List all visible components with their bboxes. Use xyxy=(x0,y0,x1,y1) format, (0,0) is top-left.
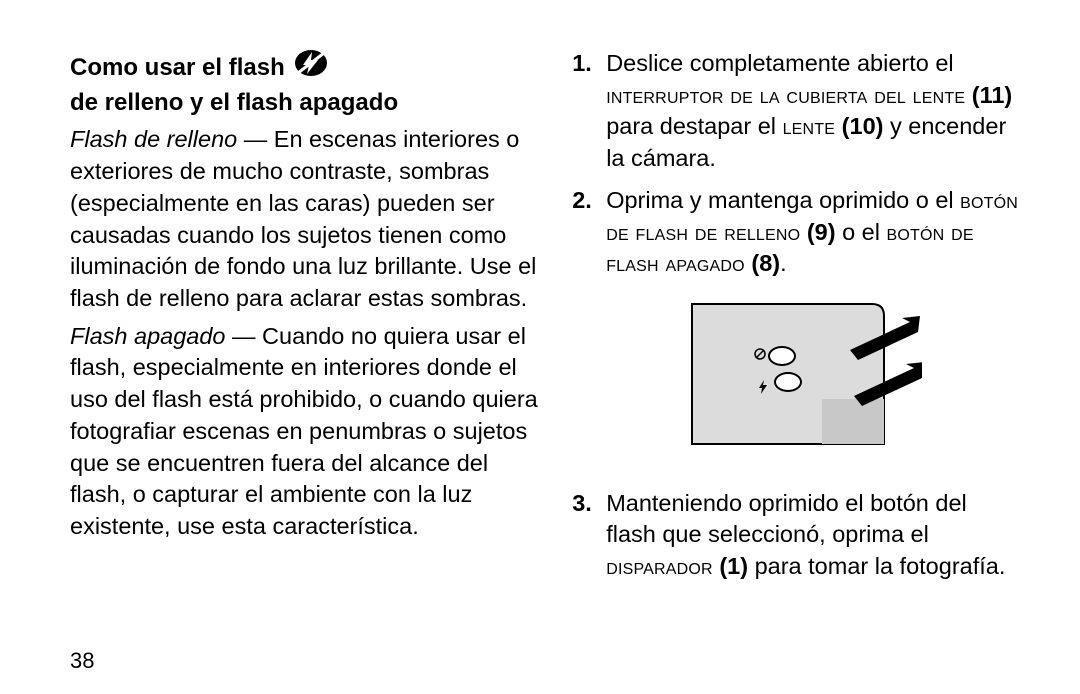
step-2: Oprima y mantenga oprimido o el botón de… xyxy=(572,185,1022,280)
page-number: 38 xyxy=(70,648,94,674)
step1-c: (11) xyxy=(965,82,1012,108)
para2-lead: Flash apagado xyxy=(70,323,225,349)
step-1: Deslice completamente abierto el interru… xyxy=(572,48,1022,175)
flash-off-icon xyxy=(293,48,329,87)
heading-line1: Como usar el flash xyxy=(70,52,285,84)
step2-d: o el xyxy=(836,219,887,245)
left-column: Como usar el flash de relleno y el flash… xyxy=(70,48,538,674)
para2-dash: — xyxy=(225,323,262,349)
step2-c: (9) xyxy=(800,219,835,245)
para1-dash: — xyxy=(237,126,274,152)
step1-a: Deslice completamente abierto el xyxy=(606,50,953,76)
step1-e: lente xyxy=(783,113,836,139)
para1-body: En escenas interiores o exteriores de mu… xyxy=(70,126,536,311)
step2-a: Oprima y mantenga oprimido o el xyxy=(606,187,960,213)
para1-lead: Flash de relleno xyxy=(70,126,237,152)
para2-body: Cuando no quiera usar el flash, especial… xyxy=(70,323,538,539)
step3-c: (1) xyxy=(713,553,748,579)
step2-g: . xyxy=(780,250,787,276)
step1-f: (10) xyxy=(835,113,883,139)
page: Como usar el flash de relleno y el flash… xyxy=(0,0,1080,694)
paragraph-flash-off: Flash apagado — Cuando no quiera usar el… xyxy=(70,321,538,543)
step-3: Manteniendo oprimido el botón del flash … xyxy=(572,488,1022,583)
step1-b: interruptor de la cubierta del lente xyxy=(606,82,965,108)
right-column: Deslice completamente abierto el interru… xyxy=(572,48,1022,674)
step2-f: (8) xyxy=(745,250,780,276)
paragraph-fill-flash: Flash de relleno — En escenas interiores… xyxy=(70,124,538,314)
step1-d: para destapar el xyxy=(606,113,782,139)
steps-list: Deslice completamente abierto el interru… xyxy=(572,48,1022,280)
steps-list-cont: Manteniendo oprimido el botón del flash … xyxy=(572,488,1022,583)
step3-d: para tomar la fotografía. xyxy=(748,553,1005,579)
step3-b: disparador xyxy=(606,553,713,579)
camera-back-figure xyxy=(572,294,1022,466)
heading-line2: de relleno y el flash apagado xyxy=(70,89,398,116)
section-heading: Como usar el flash de relleno y el flash… xyxy=(70,48,538,118)
step3-a: Manteniendo oprimido el botón del flash … xyxy=(606,490,967,548)
